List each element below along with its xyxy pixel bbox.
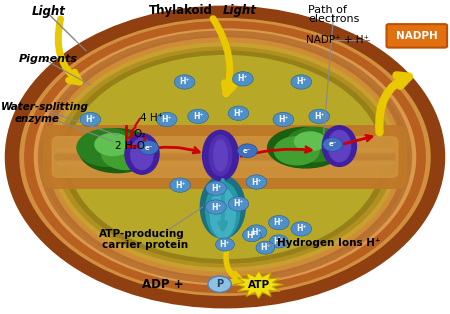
Text: NADPH: NADPH <box>396 31 438 41</box>
Ellipse shape <box>214 140 227 171</box>
Ellipse shape <box>202 130 238 181</box>
Text: H⁺: H⁺ <box>180 78 190 86</box>
Text: H⁺: H⁺ <box>211 203 221 212</box>
Circle shape <box>323 138 342 151</box>
Circle shape <box>273 112 294 127</box>
FancyBboxPatch shape <box>52 137 398 177</box>
Circle shape <box>246 225 267 239</box>
Text: H⁺: H⁺ <box>211 184 221 193</box>
Ellipse shape <box>210 188 235 238</box>
Text: H⁺: H⁺ <box>193 112 203 121</box>
Circle shape <box>238 144 257 158</box>
Circle shape <box>233 72 253 86</box>
Ellipse shape <box>268 127 344 168</box>
Ellipse shape <box>79 129 155 173</box>
Text: carrier protein: carrier protein <box>102 240 188 250</box>
Text: 4 H⁺: 4 H⁺ <box>140 113 163 123</box>
Text: ATP: ATP <box>248 279 270 290</box>
Text: ATP-producing: ATP-producing <box>99 229 185 239</box>
Ellipse shape <box>131 138 153 170</box>
Text: ADP +: ADP + <box>142 278 188 291</box>
Text: H⁺: H⁺ <box>314 112 324 121</box>
Text: Thylakoid: Thylakoid <box>149 3 212 17</box>
Circle shape <box>139 141 158 154</box>
Text: H⁺: H⁺ <box>220 240 230 249</box>
Ellipse shape <box>209 135 232 176</box>
Circle shape <box>246 175 267 189</box>
Text: O₂: O₂ <box>133 128 145 138</box>
Text: H⁺: H⁺ <box>85 115 96 124</box>
Circle shape <box>206 200 226 214</box>
Ellipse shape <box>200 176 245 238</box>
Circle shape <box>156 112 177 127</box>
Ellipse shape <box>328 130 351 162</box>
Ellipse shape <box>286 127 344 162</box>
Circle shape <box>170 178 190 192</box>
Circle shape <box>206 181 226 195</box>
Circle shape <box>256 241 275 254</box>
Circle shape <box>270 235 288 248</box>
Circle shape <box>228 106 249 121</box>
Text: Light: Light <box>223 3 256 17</box>
FancyBboxPatch shape <box>387 24 447 48</box>
Text: H⁺: H⁺ <box>278 115 288 124</box>
Ellipse shape <box>322 126 356 166</box>
Text: Water-splitting: Water-splitting <box>1 102 89 112</box>
Text: H⁺: H⁺ <box>251 228 261 236</box>
Text: H⁺: H⁺ <box>238 74 248 83</box>
Text: H⁺: H⁺ <box>274 237 284 246</box>
Circle shape <box>243 229 261 242</box>
Circle shape <box>216 238 234 251</box>
Text: H⁺: H⁺ <box>247 231 257 240</box>
Text: P: P <box>216 279 223 289</box>
Circle shape <box>188 109 208 123</box>
Circle shape <box>291 75 311 89</box>
Text: H⁺: H⁺ <box>175 181 185 190</box>
Ellipse shape <box>206 182 240 238</box>
Text: Pigments: Pigments <box>18 53 78 63</box>
Ellipse shape <box>216 146 230 168</box>
Ellipse shape <box>125 133 159 174</box>
Circle shape <box>80 112 101 127</box>
Text: Hydrogen Ions H⁺: Hydrogen Ions H⁺ <box>277 238 380 248</box>
Text: enzyme: enzyme <box>14 115 59 124</box>
Ellipse shape <box>95 133 131 155</box>
Circle shape <box>269 215 289 230</box>
Text: NADP⁺ + H⁺: NADP⁺ + H⁺ <box>306 35 369 45</box>
Text: e⁻: e⁻ <box>243 148 252 154</box>
Circle shape <box>309 109 329 123</box>
Circle shape <box>228 197 249 211</box>
Text: H⁺: H⁺ <box>233 109 244 118</box>
Text: H⁺: H⁺ <box>296 225 306 233</box>
Text: H⁺: H⁺ <box>274 218 284 227</box>
Text: 2 H₂O: 2 H₂O <box>115 141 145 151</box>
Text: H⁺: H⁺ <box>296 78 306 86</box>
Ellipse shape <box>18 19 432 295</box>
Ellipse shape <box>274 137 319 165</box>
Text: Path of: Path of <box>308 5 347 15</box>
Ellipse shape <box>77 129 140 166</box>
Text: electrons: electrons <box>308 14 360 24</box>
FancyBboxPatch shape <box>43 126 407 188</box>
Circle shape <box>174 75 195 89</box>
Circle shape <box>208 276 231 292</box>
Text: H⁺: H⁺ <box>260 243 270 252</box>
Ellipse shape <box>212 143 234 171</box>
Text: H⁺: H⁺ <box>251 177 261 187</box>
Text: H⁺: H⁺ <box>233 199 244 208</box>
Ellipse shape <box>63 51 387 263</box>
Text: e⁻: e⁻ <box>144 145 153 151</box>
Ellipse shape <box>102 138 151 170</box>
Text: e⁻: e⁻ <box>328 142 337 148</box>
Polygon shape <box>234 271 284 298</box>
Text: Light: Light <box>32 5 66 18</box>
Circle shape <box>291 222 311 236</box>
Ellipse shape <box>295 132 326 151</box>
Text: H⁺: H⁺ <box>162 115 172 124</box>
